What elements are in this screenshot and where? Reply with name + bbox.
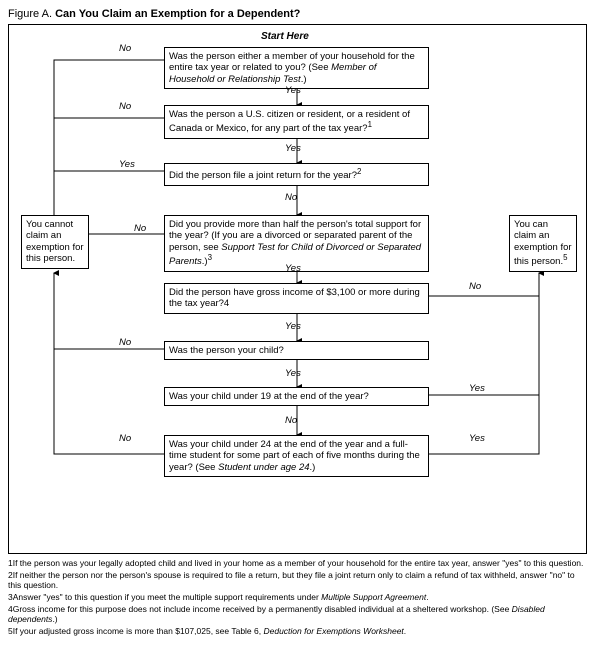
edge-label-1: Yes [285, 85, 301, 96]
box-q7: Was your child under 19 at the end of th… [164, 387, 429, 406]
footnote-5: 5If your adjusted gross income is more t… [8, 626, 587, 637]
edge-label-6: No [134, 223, 146, 234]
edge-label-15: Yes [469, 433, 485, 444]
box-q8: Was your child under 24 at the end of th… [164, 435, 429, 477]
edge-label-10: No [119, 337, 131, 348]
figure-lead: Figure A. [8, 8, 52, 20]
edge-label-13: No [285, 415, 297, 426]
figure-main: Can You Claim an Exemption for a Depende… [55, 8, 300, 20]
edge-label-11: Yes [285, 368, 301, 379]
box-q6: Was the person your child? [164, 341, 429, 360]
box-q1: Was the person either a member of your h… [164, 47, 429, 89]
flowchart-frame: Start Here Was the person either a membe… [8, 24, 587, 554]
edge-label-12: Yes [469, 383, 485, 394]
box-cannot: You cannot claim an exemption for this p… [21, 215, 89, 269]
edge-label-0: No [119, 43, 131, 54]
figure-title: Figure A. Can You Claim an Exemption for… [8, 8, 587, 20]
edge-label-8: No [469, 281, 481, 292]
edge-label-9: Yes [285, 321, 301, 332]
edge-label-2: No [119, 101, 131, 112]
box-q3: Did the person file a joint return for t… [164, 163, 429, 186]
footnote-3: 3Answer "yes" to this question if you me… [8, 592, 587, 603]
box-can: You can claim an exemption for this pers… [509, 215, 577, 272]
edge-label-3: Yes [285, 143, 301, 154]
edge-label-4: Yes [119, 159, 135, 170]
footnotes: 1If the person was your legally adopted … [8, 558, 587, 636]
footnote-1: 1If the person was your legally adopted … [8, 558, 587, 569]
edge-label-5: No [285, 192, 297, 203]
box-q5: Did the person have gross income of $3,1… [164, 283, 429, 314]
edge-label-7: Yes [285, 263, 301, 274]
box-q2: Was the person a U.S. citizen or residen… [164, 105, 429, 139]
footnote-2: 2If neither the person nor the person's … [8, 570, 587, 591]
edge-label-14: No [119, 433, 131, 444]
start-here-label: Start Here [261, 31, 309, 42]
